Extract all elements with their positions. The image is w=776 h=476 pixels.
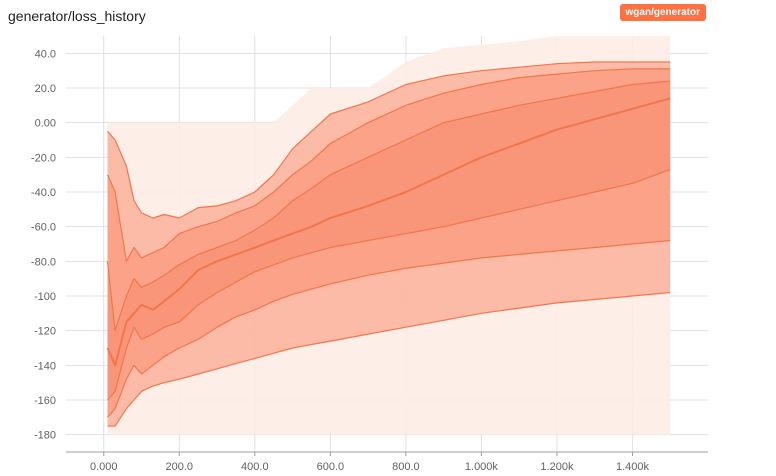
y-tick-label: -60.0 <box>31 222 56 234</box>
line-median <box>106 97 671 367</box>
line-p84 <box>106 68 671 262</box>
y-tick-label: 40.0 <box>35 48 56 60</box>
band-p69-p31 <box>107 81 671 400</box>
y-tick-label: 20.0 <box>35 83 56 95</box>
line-p16 <box>107 239 671 418</box>
x-tick-label: 600.0 <box>317 461 345 473</box>
y-tick-label: -140 <box>34 360 56 372</box>
x-tick-label: 0.000 <box>90 461 118 473</box>
line-p7 <box>107 291 671 427</box>
line-p93 <box>107 61 671 219</box>
y-tick-label: -40.0 <box>31 187 56 199</box>
x-tick-label: 400.0 <box>241 461 269 473</box>
line-p31 <box>107 168 671 401</box>
x-tick-label: 1.200k <box>540 461 574 473</box>
y-tick-label: -160 <box>34 395 56 407</box>
x-tick-label: 200.0 <box>166 461 194 473</box>
y-tick-label: -180 <box>34 430 56 442</box>
y-tick-label: -100 <box>34 291 56 303</box>
line-p69 <box>106 80 671 332</box>
y-tick-label: -120 <box>34 326 56 338</box>
x-tick-label: 1.400k <box>616 461 650 473</box>
x-tick-label: 1.000k <box>465 461 499 473</box>
chart-title: generator/loss_history <box>8 8 146 24</box>
y-tick-label: 0.00 <box>35 118 56 130</box>
y-tick-label: -20.0 <box>31 152 56 164</box>
x-tick-label: 800.0 <box>392 461 420 473</box>
run-legend-chip[interactable]: wgan/generator <box>619 4 706 21</box>
y-tick-label: -80.0 <box>31 256 56 268</box>
